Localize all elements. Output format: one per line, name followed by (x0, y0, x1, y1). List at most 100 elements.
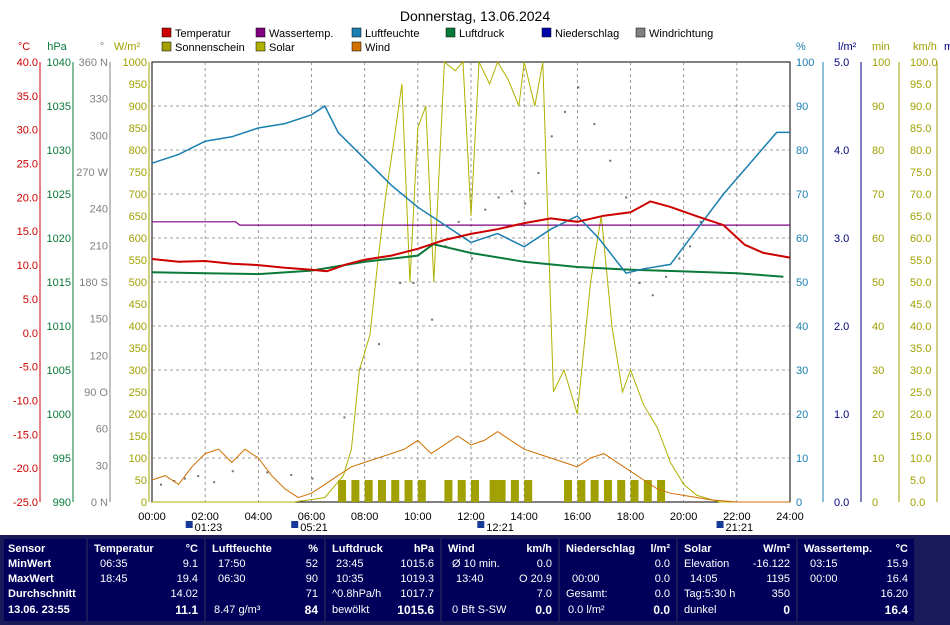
axis-tick-humidity-5: 50 (796, 277, 808, 289)
axis-tick-wind-3: 85.0 (910, 123, 931, 135)
sun-marker-2 (477, 521, 485, 528)
solar-line (152, 60, 790, 503)
axis-tick-wind-16: 20.0 (910, 409, 931, 421)
wind-daily-avg: 7.0 (536, 588, 552, 600)
solar-elev-label: Elevation (684, 558, 730, 570)
axis-unit-solar: W/m² (114, 41, 141, 53)
wind-direction-dot-2 (183, 477, 186, 480)
sunshine-bar-9 (471, 480, 479, 502)
pressure-line (151, 243, 784, 278)
label-now: 13.06. 23:55 (8, 604, 70, 616)
wind-direction-dot-5 (231, 470, 234, 473)
axis-tick-pressure-0: 1040 (47, 57, 71, 69)
legend-label-7: Solar (269, 42, 295, 54)
hum-min-val: 52 (305, 558, 318, 570)
wind-direction-dot-13 (412, 282, 415, 284)
axis-tick-pressure-4: 1020 (47, 233, 71, 245)
axis-tick-solar-14: 300 (129, 365, 147, 377)
axis-tick-solar-6: 700 (129, 189, 147, 201)
axis-tick-wind-10: 50.0 (910, 277, 931, 289)
axis-tick-wind-20: 0.0 (910, 497, 925, 509)
wind-direction-dot-20 (510, 190, 513, 193)
axis-tick-wind-14: 30.0 (910, 365, 931, 377)
axis-tick-direction-2: 300 (90, 130, 108, 142)
wind-direction-dot-32 (678, 257, 681, 260)
axis-tick-pressure-9: 995 (53, 453, 71, 465)
wind-direction-dot-14 (431, 318, 434, 321)
solar-title: Solar (684, 543, 712, 555)
axis-tick-solar-12: 400 (129, 321, 147, 333)
axis-tick-wind-11: 45.0 (910, 299, 931, 311)
rain-time: 00:00 (572, 573, 600, 585)
axis-tick-wind-6: 70.0 (910, 189, 931, 201)
axis-tick-temp-10: -10.0 (13, 395, 38, 407)
press-max-time: 10:35 (336, 573, 364, 585)
axis-tick-solar-10: 500 (129, 277, 147, 289)
x-tick-0: 00:00 (138, 511, 166, 523)
water-max-val: 16.4 (886, 573, 908, 585)
wind-direction-dot-8 (311, 477, 314, 480)
axis-tick-temp-1: 35.0 (17, 91, 38, 103)
chart-title: Donnerstag, 13.06.2024 (400, 8, 550, 24)
sun-label-3: 21:21 (726, 522, 754, 534)
axis-tick-solar-13: 350 (129, 343, 147, 355)
axis-tick-temp-3: 25.0 (17, 159, 38, 171)
wind-direction-dot-26 (593, 123, 596, 126)
wind-direction-dot-28 (625, 196, 628, 199)
axis-tick-minutes-10: 0 (872, 497, 878, 509)
water-unit: °C (895, 543, 908, 555)
hum-avg: 71 (305, 588, 318, 600)
x-tick-1: 02:00 (191, 511, 219, 523)
wind-direction-dot-24 (564, 110, 567, 113)
sun-label-0: 01:23 (195, 522, 223, 534)
axis-unit-humidity: % (796, 41, 806, 53)
wind-direction-dot-4 (213, 481, 216, 484)
axis-tick-direction-11: 30 (96, 460, 108, 472)
rain-val-1: 0.0 (654, 558, 670, 570)
axis-tick-humidity-8: 20 (796, 409, 808, 421)
wind-direction-dot-9 (343, 416, 346, 419)
axis-tick-pressure-7: 1005 (47, 365, 71, 377)
water-title: Wassertemp. (804, 543, 873, 555)
weather-chart: Donnerstag, 13.06.2024 Temperatur Wassert… (12, 8, 950, 534)
temp-unit: °C (185, 543, 198, 555)
wind-direction-dot-11 (377, 343, 380, 346)
summary-table: Sensor MinWert MaxWert Durchschnitt 13.0… (0, 535, 950, 625)
wind-direction-dot-6 (266, 471, 269, 474)
sunshine-bar-8 (457, 480, 466, 502)
axis-tick-solar-8: 600 (129, 233, 147, 245)
axis-tick-humidity-6: 40 (796, 321, 808, 333)
axis-tick-wind-9: 55.0 (910, 255, 931, 267)
solar-elev-val: -16.122 (752, 558, 790, 570)
humidity-line (151, 104, 790, 275)
wind-now: 0.0 (535, 603, 552, 617)
solar-max-val: 1195 (766, 573, 790, 585)
hum-abs: 8.47 g/m³ (214, 604, 261, 616)
axis-tick-solar-1: 950 (129, 79, 147, 91)
press-min-time: 23:45 (336, 558, 364, 570)
wind-direction-dot-31 (665, 275, 668, 278)
legend-swatch-1 (255, 27, 266, 38)
rain-now-label: 0.0 l/m² (568, 604, 605, 616)
axis-tick-temp-9: -5.0 (19, 362, 38, 374)
wind-direction-dot-25 (577, 86, 580, 89)
axis-tick-solar-18: 100 (129, 453, 147, 465)
sunshine-bar-0 (338, 480, 347, 502)
axis-tick-temp-6: 10.0 (17, 260, 38, 272)
legend-label-2: Luftfeuchte (365, 28, 419, 40)
x-axis-ticks: 00:00 02:00 04:00 06:00 08:00 10:00 12:00 14:00… (138, 511, 804, 523)
axis-tick-solar-4: 800 (129, 145, 147, 157)
x-tick-12: 24:00 (776, 511, 804, 523)
axis-tick-pressure-8: 1000 (47, 409, 71, 421)
col-pressure: Luftdruck hPa 23:45 1015.6 10:35 1019.3 … (326, 539, 440, 621)
sunshine-bar-18 (617, 480, 626, 502)
legend-swatch-3 (445, 27, 456, 38)
wind-unit: km/h (526, 543, 552, 555)
sunshine-bar-5 (404, 480, 413, 502)
col-labels: Sensor MinWert MaxWert Durchschnitt 13.0… (4, 539, 86, 621)
axis-tick-humidity-10: 0 (796, 497, 802, 509)
axis-unit-direction: ° (100, 41, 104, 53)
wind-gust-time: 13:40 (456, 573, 484, 585)
rain-total-label: Gesamt: (566, 588, 608, 600)
temperature-line (151, 200, 791, 273)
